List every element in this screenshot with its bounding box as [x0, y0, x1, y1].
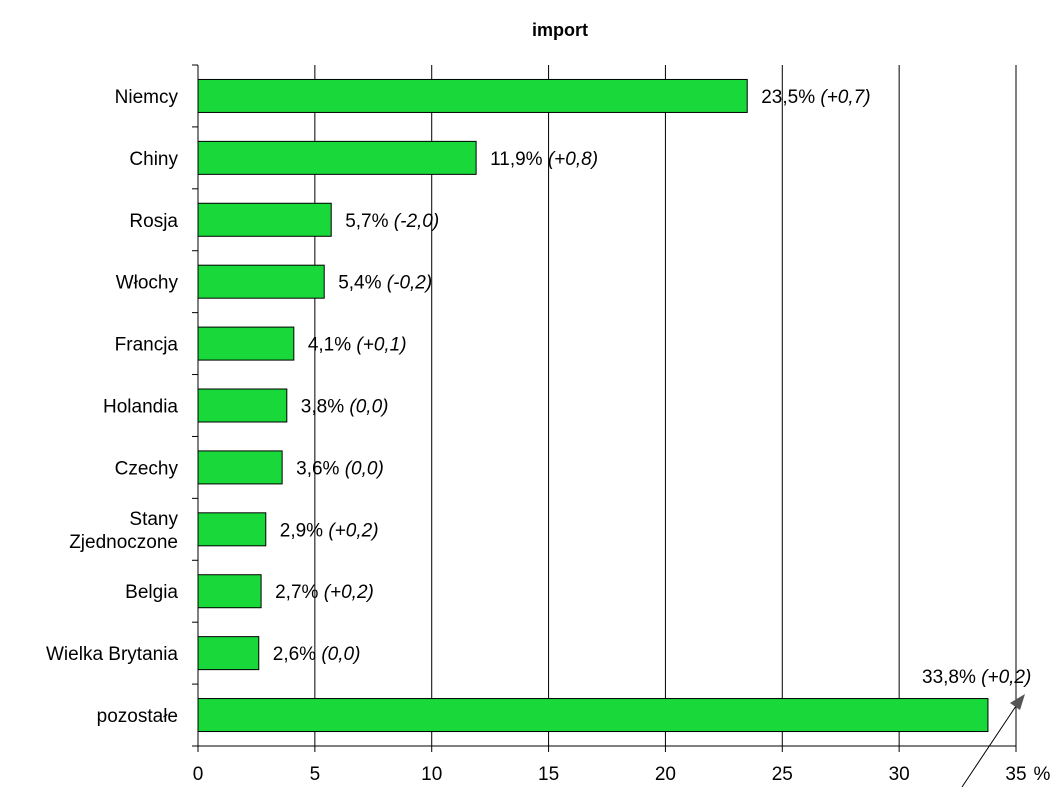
- bar: [197, 698, 989, 733]
- gridlines: [314, 65, 1017, 746]
- bar: [197, 450, 283, 485]
- bar: [197, 388, 288, 423]
- category-label: Belgia: [125, 582, 178, 603]
- label-leader-arrowhead: [1010, 694, 1025, 710]
- label-leader-line: [961, 705, 1017, 787]
- value-label: 3,8% (0,0): [301, 397, 389, 418]
- x-tick-label: 35: [1005, 764, 1026, 785]
- value-label: 33,8% (+0,2): [922, 667, 1031, 688]
- bar: [197, 202, 332, 237]
- category-label: Francja: [115, 335, 179, 356]
- category-label: Holandia: [103, 397, 178, 418]
- bar: [197, 512, 267, 547]
- value-label: 5,4% (-0,2): [338, 273, 432, 294]
- value-label: 11,9% (+0,8): [490, 149, 598, 170]
- bar: [197, 78, 748, 113]
- x-tick-label: 15: [538, 764, 559, 785]
- x-tick-label: 10: [421, 764, 442, 785]
- value-label: 2,6% (0,0): [273, 644, 361, 665]
- value-labels: 23,5% (+0,7) 11,9% (+0,8) 5,7% (-2,0) 5,4% …: [273, 87, 1031, 787]
- x-tick-label: 0: [193, 764, 204, 785]
- bar: [197, 264, 325, 299]
- category-label: pozostałe: [97, 706, 178, 727]
- category-label: Stany: [129, 509, 178, 530]
- value-label: 23,5% (+0,7): [761, 87, 870, 108]
- value-label: 4,1% (+0,1): [308, 335, 407, 356]
- category-label: Chiny: [129, 149, 178, 170]
- category-label: Zjednoczone: [69, 532, 178, 553]
- chart-title: import: [532, 20, 588, 40]
- category-label: Wielka Brytania: [46, 644, 178, 665]
- x-unit-label: %: [1034, 764, 1051, 785]
- bar: [197, 140, 477, 175]
- category-label: Włochy: [116, 273, 179, 294]
- category-label: Czechy: [115, 458, 179, 479]
- category-label: Niemcy: [115, 87, 179, 108]
- bar: [197, 326, 295, 361]
- category-label: Rosja: [129, 211, 178, 232]
- category-labels: Niemcy Chiny Rosja Włochy Francja Holandia Cze…: [46, 87, 178, 727]
- x-tick-label: 30: [889, 764, 910, 785]
- bar: [197, 636, 260, 671]
- value-label: 5,7% (-2,0): [345, 211, 439, 232]
- bar: [197, 574, 262, 609]
- x-tick-label: 5: [310, 764, 321, 785]
- value-label: 2,7% (+0,2): [275, 582, 374, 603]
- value-label: 3,6% (0,0): [296, 458, 384, 479]
- x-tick-label: 20: [655, 764, 676, 785]
- x-tick-label: 25: [772, 764, 793, 785]
- bars: [197, 78, 989, 733]
- x-tick-labels: 0 5 10 15 20 25 30 35%: [193, 764, 1051, 785]
- value-label: 2,9% (+0,2): [280, 520, 379, 541]
